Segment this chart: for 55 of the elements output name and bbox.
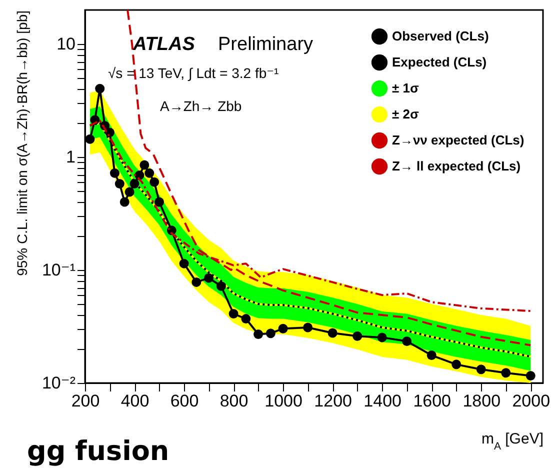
point [110,168,120,178]
legend-label: Z→νν expected (CLs) [392,132,524,148]
point [402,336,412,346]
point [377,332,387,342]
point [124,187,134,197]
point [501,368,511,378]
x-tick-label: 400 [120,392,150,410]
point [120,197,130,207]
point [303,322,313,332]
point [254,330,264,339]
point [154,197,164,207]
point [352,331,362,341]
legend-label: Expected (CLs) [392,54,487,70]
point [144,168,154,178]
point [526,370,536,380]
x-tick-label: 1800 [462,392,501,410]
point [452,360,462,370]
point [228,309,238,318]
point [241,314,251,324]
x-axis-title: m$_{A}$ [GeV] [481,430,544,452]
legend-label: ± 1σ [392,80,419,96]
x-tick-label: 1600 [413,392,452,410]
point [426,350,436,360]
x-tick-label: 1200 [314,392,352,410]
point [150,177,160,187]
x-tick-label: 1400 [364,392,402,410]
point [140,160,150,170]
point [192,277,202,287]
point [278,324,288,334]
point [179,258,189,268]
y-tick-label: 1 [66,148,76,167]
y-tick-label: 10⁻¹ [42,260,76,280]
x-tick-label: 2000 [512,392,550,410]
annotation: Preliminary [218,34,314,55]
legend-label: Z→ ll expected (CLs) [392,158,521,174]
annotation: A→Zh→ Zbb [160,98,242,114]
legend-label: Observed (CLs) [392,28,489,44]
point [85,134,95,144]
point [328,328,338,338]
point [266,328,276,338]
point [204,273,214,283]
point [95,84,105,94]
x-tick-label: 200 [71,392,100,410]
annotation: ATLAS [132,34,196,55]
x-tick-label: 800 [220,392,248,410]
y-axis-title: 95% C.L. limit on σ(A→Zh)·BR(h→bb) [pb] [14,10,30,276]
x-tick-label: 600 [170,392,199,410]
y-tick-label: 10⁻² [42,374,76,392]
point [476,364,486,374]
point [114,179,124,188]
text: gg fusion [27,436,170,467]
y-tick-label: 10 [56,34,76,54]
point [216,281,226,291]
x-tick-label: 1000 [264,392,302,410]
legend-label: ± 2σ [392,106,419,122]
